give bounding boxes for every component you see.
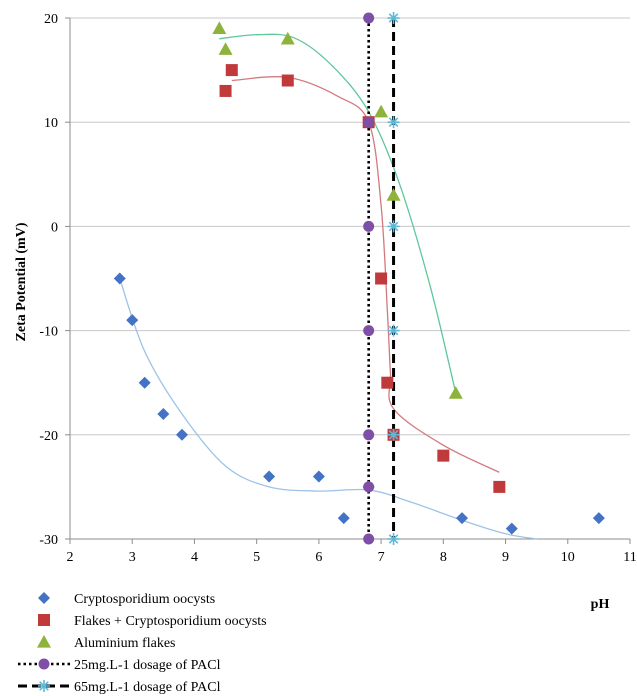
legend-marker-4 — [38, 680, 50, 692]
x-tick-label: 10 — [561, 550, 575, 565]
point-series-4 — [387, 116, 400, 129]
point-series-0 — [113, 272, 126, 285]
point-series-1 — [281, 74, 294, 87]
point-series-2 — [212, 21, 227, 35]
point-series-1 — [219, 84, 232, 97]
x-tick-label: 6 — [315, 550, 322, 565]
legend-label-0: Cryptosporidium oocysts — [74, 592, 215, 607]
point-series-2 — [386, 188, 401, 201]
point-series-3 — [363, 220, 375, 232]
x-tick-label: 2 — [67, 550, 74, 565]
point-series-0 — [592, 512, 605, 525]
tick-labels: 2 3 4 5 6 7 8 9 10 11 -30 -20 -10 0 10 20 — [39, 12, 636, 565]
point-series-2 — [218, 42, 233, 55]
x-tick-label: 8 — [440, 550, 447, 565]
point-series-3 — [363, 116, 375, 128]
point-series-2 — [374, 104, 389, 118]
point-series-0 — [505, 522, 518, 535]
legend-label-3: 25mg.L-1 dosage of PACl — [74, 658, 221, 673]
point-series-1 — [493, 480, 506, 493]
point-series-2 — [280, 31, 295, 45]
x-tick-label: 3 — [129, 550, 136, 565]
point-series-1 — [437, 449, 450, 462]
point-series-3 — [363, 12, 375, 24]
point-series-1 — [381, 376, 394, 389]
gridlines — [70, 17, 630, 540]
dosage-lines — [367, 18, 396, 539]
trendlines — [119, 33, 537, 540]
y-tick-label: 10 — [44, 116, 58, 131]
legend-marker-2 — [37, 635, 51, 648]
point-series-0 — [176, 428, 188, 441]
x-axis-title: pH — [591, 597, 610, 612]
y-axis-title: Zeta Potential (mV) — [14, 222, 29, 341]
x-tick-label: 4 — [191, 550, 198, 565]
x-tick-label: 5 — [253, 550, 260, 565]
point-series-0 — [157, 407, 170, 420]
y-tick-label: 0 — [51, 220, 58, 235]
trendline-2 — [219, 33, 457, 394]
y-tick-label: -20 — [39, 429, 58, 444]
y-tick-label: -10 — [39, 325, 58, 340]
point-series-4 — [387, 428, 400, 441]
point-series-1 — [225, 64, 238, 77]
point-series-0 — [312, 470, 325, 483]
x-tick-label: 9 — [502, 550, 509, 565]
point-series-1 — [375, 272, 388, 285]
point-series-3 — [363, 481, 375, 493]
x-tick-label: 7 — [378, 550, 385, 565]
trendline-1 — [231, 76, 500, 473]
axes — [65, 17, 631, 544]
point-series-4 — [387, 12, 400, 24]
point-series-4 — [387, 220, 400, 233]
point-series-2 — [448, 386, 463, 399]
legend-marker-0 — [38, 592, 50, 604]
point-series-4 — [387, 533, 400, 545]
y-tick-label: 20 — [44, 12, 58, 27]
legend-label-4: 65mg.L-1 dosage of PACl — [74, 680, 221, 695]
point-series-0 — [126, 314, 139, 327]
point-series-0 — [337, 512, 350, 525]
legend: Cryptosporidium oocysts Flakes + Cryptosp… — [18, 592, 267, 695]
trendline-0 — [119, 278, 537, 540]
y-tick-label: -30 — [39, 533, 58, 548]
point-series-3 — [363, 429, 375, 441]
point-series-0 — [263, 470, 276, 483]
x-tick-label: 11 — [623, 550, 636, 565]
point-series-4 — [387, 324, 400, 337]
legend-label-2: Aluminium flakes — [74, 636, 176, 651]
legend-marker-1 — [38, 614, 50, 626]
legend-marker-3 — [38, 658, 50, 670]
point-series-3 — [363, 533, 375, 545]
legend-label-1: Flakes + Cryptosporidium oocysts — [74, 614, 267, 629]
point-series-0 — [456, 512, 468, 525]
point-series-3 — [363, 325, 375, 337]
point-series-0 — [138, 376, 151, 389]
data-markers — [113, 12, 605, 545]
